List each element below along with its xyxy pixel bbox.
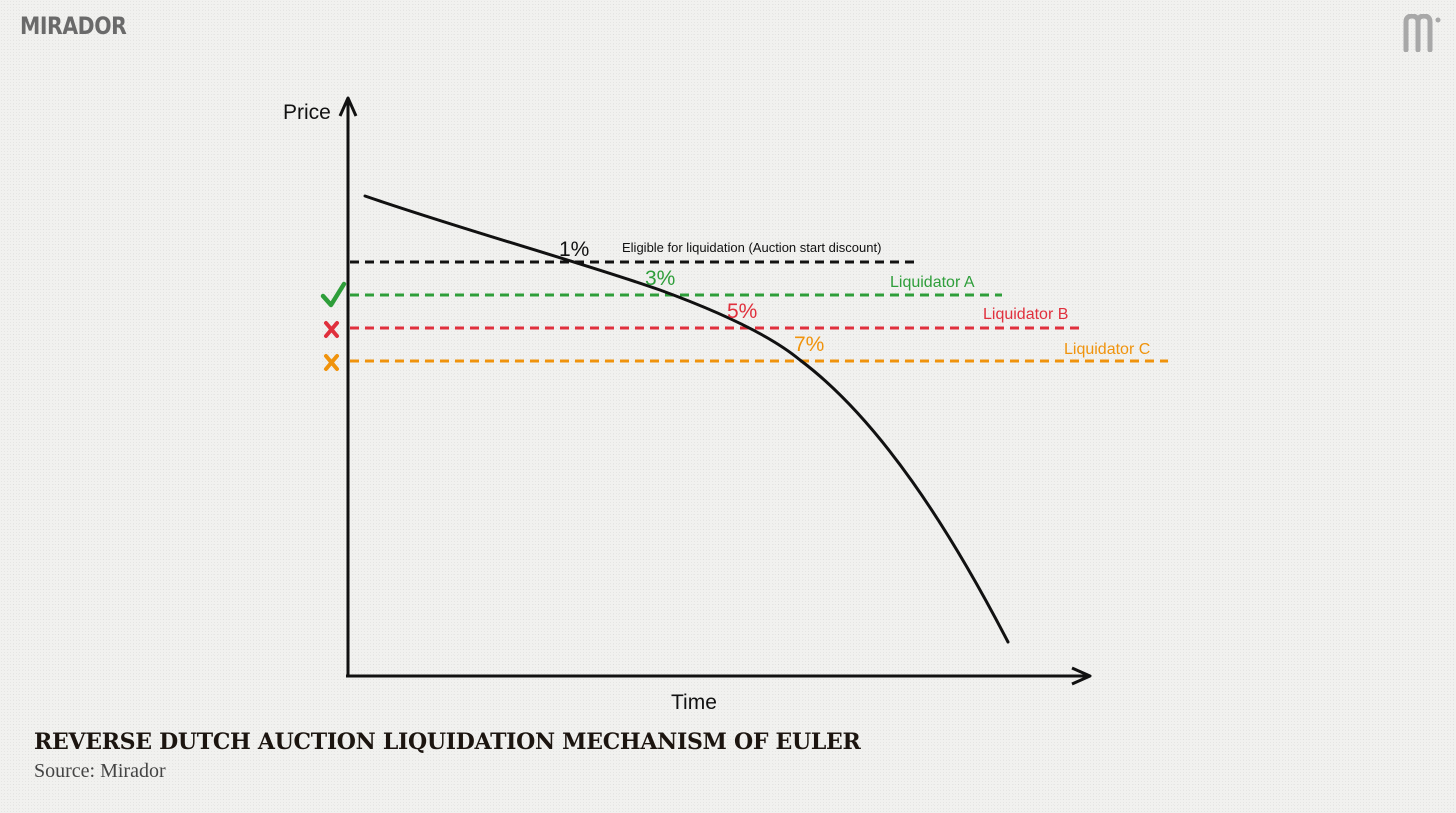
mirador-logo-text: MIRADOR — [20, 12, 127, 40]
liquidator-c-label: Liquidator C — [1064, 341, 1150, 358]
discount-7-label: 7% — [794, 333, 824, 356]
mirador-m-logo-icon — [1403, 14, 1441, 52]
y-axis-label: Price — [283, 101, 331, 124]
discount-5-label: 5% — [727, 300, 757, 323]
cross-icon — [324, 321, 339, 338]
y-axis-arrowhead — [338, 96, 358, 117]
figure-title: REVERSE DUTCH AUCTION LIQUIDATION MECHAN… — [34, 729, 861, 755]
x-axis-arrowhead — [1071, 666, 1092, 686]
x-axis-label: Time — [671, 691, 717, 714]
price-curve — [363, 194, 1010, 644]
liquidator-b-label: Liquidator B — [983, 306, 1068, 323]
eligible-label: Eligible for liquidation (Auction start … — [622, 240, 881, 255]
figure-source: Source: Mirador — [34, 760, 166, 782]
discount-1-label: 1% — [559, 238, 589, 261]
cross-icon — [324, 354, 339, 371]
checkmark-icon — [320, 281, 347, 308]
discount-3-label: 3% — [645, 267, 675, 290]
liquidator-a-label: Liquidator A — [890, 274, 975, 291]
